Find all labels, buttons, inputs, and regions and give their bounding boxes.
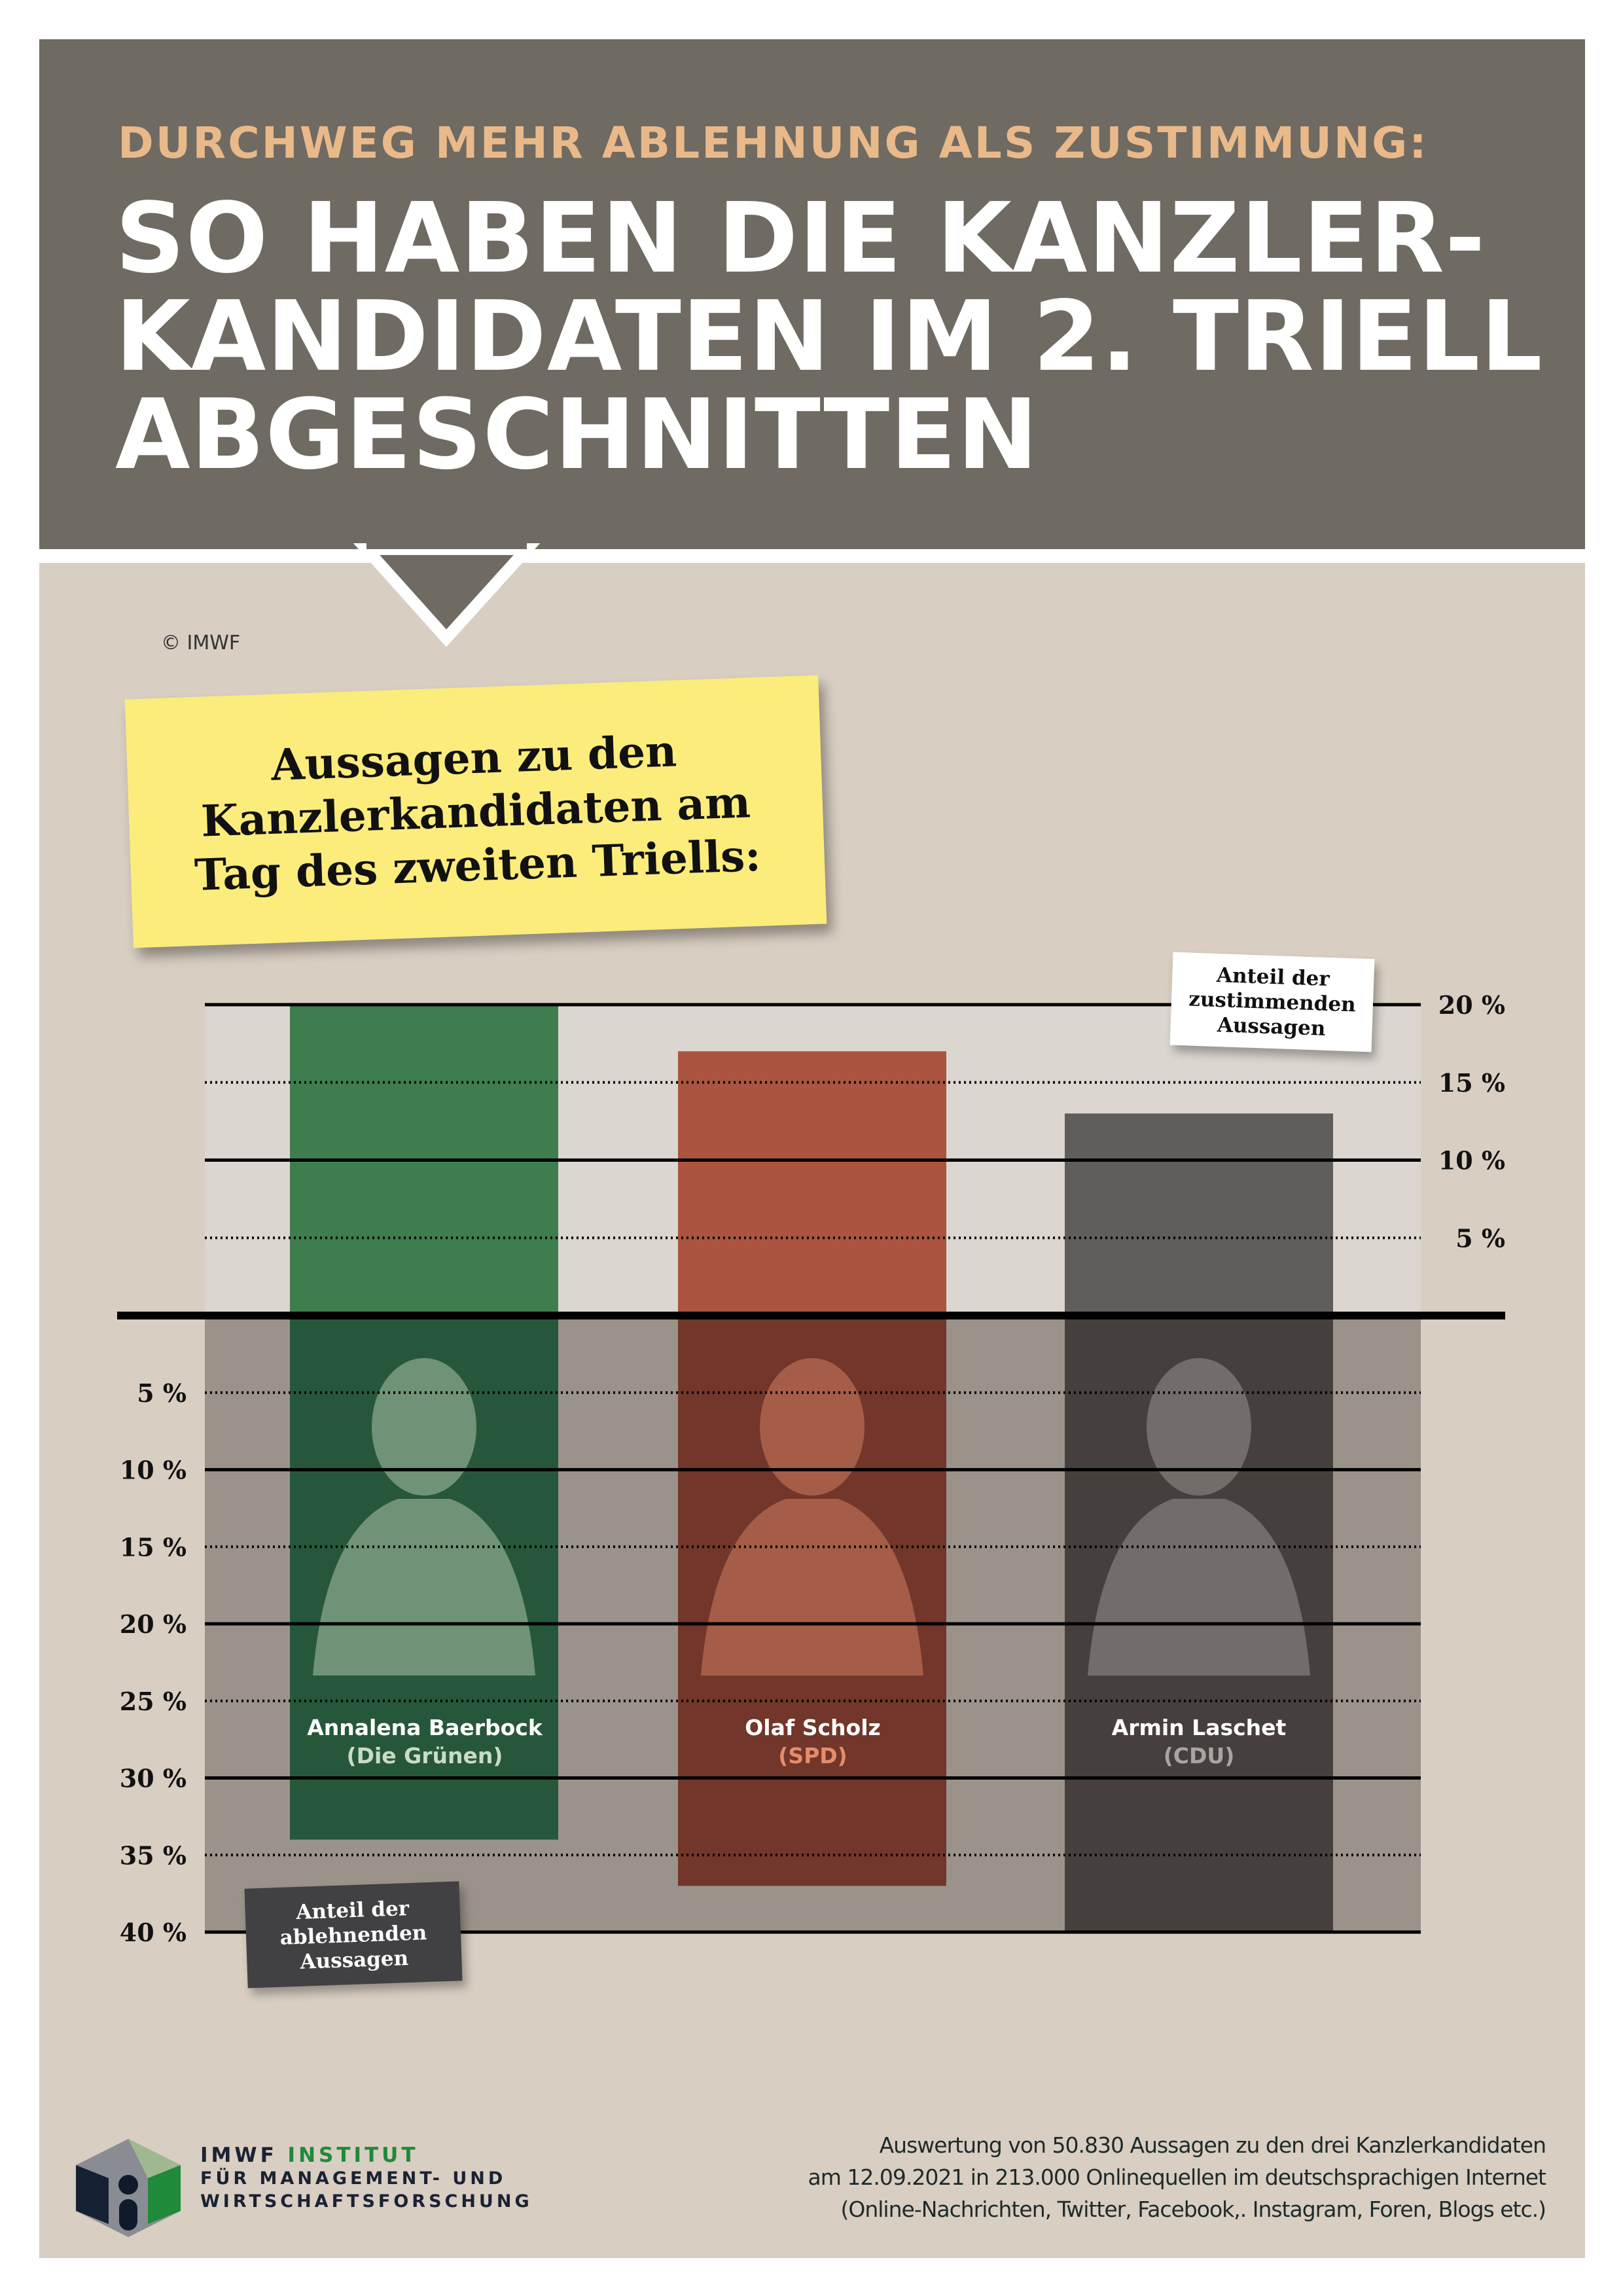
approval-tick-label: 20 % [1438,990,1505,1020]
candidate-label-scholz: Olaf Scholz (SPD) [675,1713,950,1770]
imwf-logo-icon [76,2139,181,2237]
source-line: (Online-Nachrichten, Twitter, Facebook,.… [840,2197,1546,2222]
logo-line2: FÜR MANAGEMENT- UND [200,2168,507,2189]
header-subtitle: DURCHWEG MEHR ABLEHNUNG ALS ZUSTIMMUNG: [118,118,1429,168]
rejection-tick-label: 35 % [120,1840,187,1870]
rejection-bar [678,1316,946,1886]
header-banner [39,39,1585,549]
logo-imwf: IMWF [200,2144,288,2167]
logo-line3: WIRTSCHAFTSFORSCHUNG [200,2191,533,2212]
header-title-line: KANDIDATEN IM 2. TRIELL [115,280,1543,393]
candidate-label-baerbock: Annalena Baerbock (Die Grünen) [287,1713,562,1770]
approval-tick-label: 15 % [1438,1068,1505,1098]
candidate-name: Armin Laschet [1111,1715,1287,1740]
candidate-label-laschet: Armin Laschet (CDU) [1061,1713,1336,1770]
candidate-party: (SPD) [778,1743,847,1768]
rejection-tick-label: 25 % [120,1687,187,1716]
rejection-bar [290,1316,558,1840]
candidate-name: Olaf Scholz [745,1715,881,1740]
rejection-note: Anteil der ablehnenden Aussagen [244,1881,463,1988]
rejection-tick-label: 15 % [120,1532,187,1562]
candidate-name: Annalena Baerbock [307,1715,543,1740]
copyright: © IMWF [161,632,241,655]
rejection-tick-label: 10 % [120,1456,187,1485]
approval-tick-label: 5 % [1455,1223,1505,1253]
approval-bar [1065,1113,1333,1316]
candidate-party: (Die Grünen) [346,1743,503,1768]
rejection-tick-label: 40 % [120,1918,187,1947]
header-title-line: SO HABEN DIE KANZLER- [115,182,1486,295]
header-title-line: ABGESCHNITTEN [115,378,1039,491]
rejection-tick-label: 20 % [120,1609,187,1639]
portrait-icon [1088,1358,1310,1676]
source-line: am 12.09.2021 in 213.000 Onlinequellen i… [808,2164,1546,2190]
candidate-party: (CDU) [1163,1743,1235,1768]
portrait-icon [313,1358,535,1676]
rejection-tick-label: 30 % [120,1764,187,1793]
approval-tick-label: 10 % [1438,1146,1505,1175]
approval-bar [678,1051,946,1316]
approval-note: Anteil der zustimmenden Aussagen [1169,952,1375,1052]
logo-institut: INSTITUT [287,2144,419,2167]
source-line: Auswertung von 50.830 Aussagen zu den dr… [879,2132,1546,2158]
rejection-tick-label: 5 % [137,1378,187,1408]
